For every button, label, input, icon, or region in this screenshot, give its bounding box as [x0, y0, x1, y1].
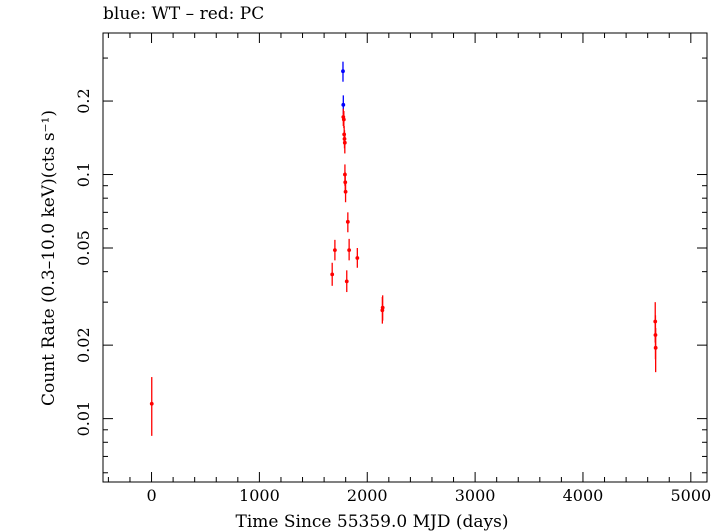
data-point-wt	[341, 102, 346, 107]
data-point-pc	[653, 345, 658, 350]
plot-frame	[102, 32, 708, 483]
data-point-pc	[347, 248, 352, 253]
x-tick-label: 1000	[239, 486, 280, 505]
y-axis-ticks: 0.01 0.02 0.05 0.1 0.2	[74, 88, 707, 436]
y-tick-label: 0.01	[74, 401, 93, 437]
data-series	[149, 61, 658, 436]
data-point-pc	[343, 189, 348, 194]
chart-title: blue: WT – red: PC	[103, 4, 265, 24]
x-tick-label: 5000	[670, 486, 711, 505]
data-point-pc	[342, 140, 347, 145]
data-point-pc	[149, 401, 154, 406]
y-tick-label: 0.2	[74, 88, 93, 113]
data-point-pc	[332, 248, 337, 253]
data-point-wt	[341, 69, 345, 74]
x-axis-label: Time Since 55359.0 MJD (days)	[236, 512, 509, 532]
x-axis-ticks: 0 1000 2000 3000 4000 5000	[146, 33, 711, 505]
data-point-pc	[380, 305, 385, 310]
x-tick-label: 0	[146, 486, 156, 505]
y-axis-label: Count Rate (0.3–10.0 keV)(cts s⁻¹)	[39, 110, 59, 406]
y-tick-label: 0.1	[74, 162, 93, 187]
data-point-pc	[341, 117, 346, 122]
y-tick-label: 0.05	[74, 230, 93, 266]
data-point-pc	[355, 256, 360, 260]
x-tick-label: 2000	[347, 486, 388, 505]
minor-ticks	[103, 33, 707, 482]
data-point-pc	[345, 219, 350, 224]
y-tick-label: 0.02	[74, 327, 93, 363]
x-tick-label: 4000	[563, 486, 604, 505]
x-tick-label: 3000	[455, 486, 496, 505]
data-point-pc	[330, 272, 335, 277]
data-point-pc	[344, 279, 349, 284]
